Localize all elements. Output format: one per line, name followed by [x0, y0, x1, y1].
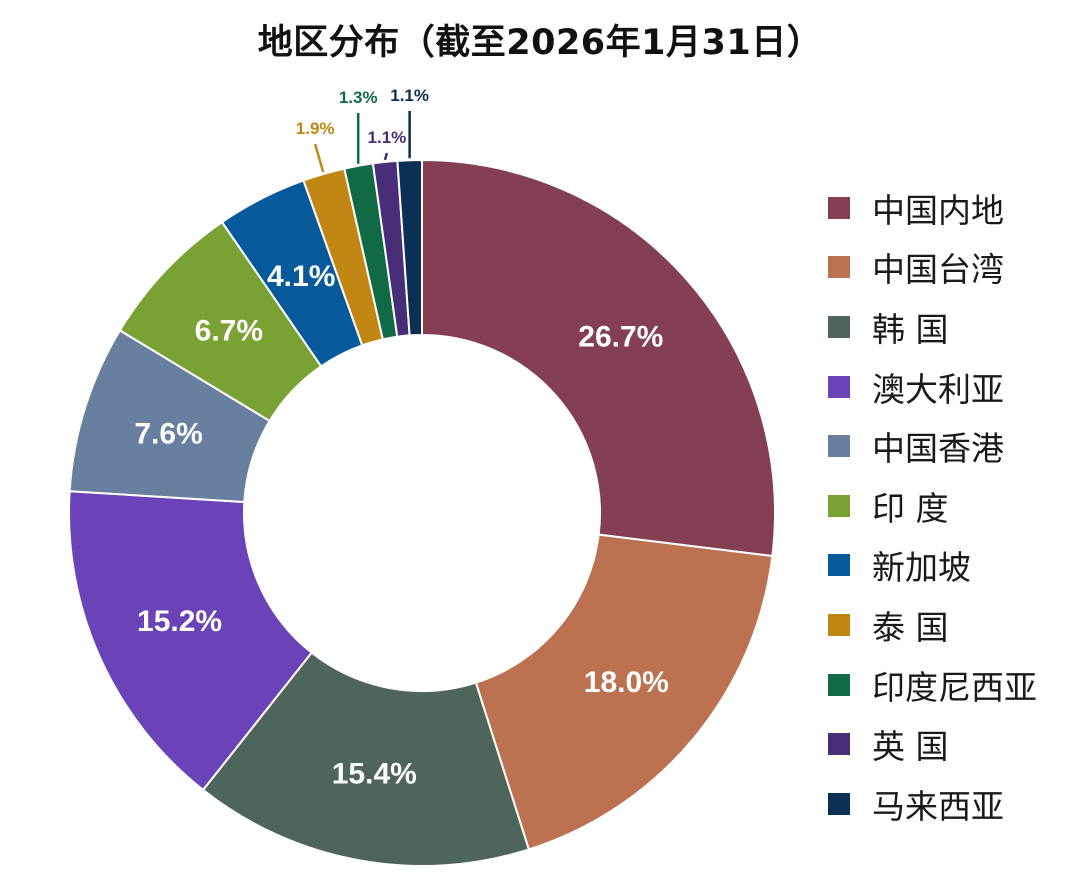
legend-swatch-8 [828, 673, 850, 696]
data-label-3: 15.2% [137, 605, 222, 638]
slice-0 [421, 158, 776, 558]
legend-label-6: 新加坡 [872, 548, 971, 588]
legend-swatch-0 [828, 196, 850, 219]
chart-title: 地区分布（截至2026年1月31日） [257, 23, 823, 63]
data-label-4: 7.6% [134, 417, 202, 450]
legend-label-7: 泰 国 [872, 607, 949, 647]
legend-label-4: 中国香港 [872, 429, 1004, 469]
data-label-2: 15.4% [332, 758, 417, 791]
legend-item-6: 新加坡 [828, 536, 1078, 596]
legend-item-3: 澳大利亚 [828, 357, 1078, 417]
legend-swatch-5 [828, 494, 850, 517]
leader-line-7 [313, 143, 325, 173]
data-label-9: 1.1% [368, 128, 407, 147]
data-label-10: 1.1% [390, 86, 429, 105]
legend-label-5: 印 度 [872, 488, 949, 528]
legend-label-1: 中国台湾 [872, 250, 1004, 290]
legend-item-10: 马来西亚 [828, 774, 1078, 834]
legend-label-3: 澳大利亚 [872, 369, 1004, 409]
slice-3 [68, 490, 314, 792]
legend: 中国内地中国台湾韩 国澳大利亚中国香港印 度新加坡泰 国印度尼西亚英 国马来西亚 [828, 178, 1078, 834]
legend-label-10: 马来西亚 [872, 786, 1004, 826]
legend-item-9: 英 国 [828, 714, 1078, 774]
legend-swatch-1 [828, 256, 850, 279]
slice-2 [201, 651, 531, 867]
data-label-group: 26.7% 18.0% 15.4% 15.2% 7.6% 6.7%4.1% 1.9%1.3%… [134, 86, 668, 791]
leader-line-group [313, 111, 411, 173]
legend-swatch-3 [828, 375, 850, 398]
data-label-0: 26.7% [578, 321, 663, 354]
legend-label-9: 英 国 [872, 727, 949, 767]
legend-item-2: 韩 国 [828, 297, 1078, 357]
legend-swatch-4 [828, 435, 850, 458]
legend-item-7: 泰 国 [828, 595, 1078, 655]
legend-item-8: 印度尼西亚 [828, 655, 1078, 715]
slice-1 [474, 533, 774, 851]
data-label-7: 1.9% [296, 119, 335, 138]
leader-line-9 [383, 152, 389, 161]
legend-swatch-2 [828, 315, 850, 338]
legend-swatch-9 [828, 733, 850, 756]
legend-label-8: 印度尼西亚 [872, 667, 1037, 707]
data-label-1: 18.0% [584, 666, 669, 699]
legend-swatch-7 [828, 613, 850, 636]
slice-group [68, 158, 776, 867]
legend-label-2: 韩 国 [872, 309, 949, 349]
legend-item-5: 印 度 [828, 476, 1078, 536]
legend-label-0: 中国内地 [872, 190, 1004, 230]
data-label-5: 6.7% [195, 314, 263, 347]
legend-swatch-6 [828, 554, 850, 577]
legend-item-0: 中国内地 [828, 178, 1078, 238]
legend-item-4: 中国香港 [828, 416, 1078, 476]
data-label-8: 1.3% [339, 88, 378, 107]
legend-swatch-10 [828, 792, 850, 815]
slice-10 [396, 158, 423, 337]
legend-item-1: 中国台湾 [828, 238, 1078, 298]
data-label-6: 4.1% [267, 260, 335, 293]
